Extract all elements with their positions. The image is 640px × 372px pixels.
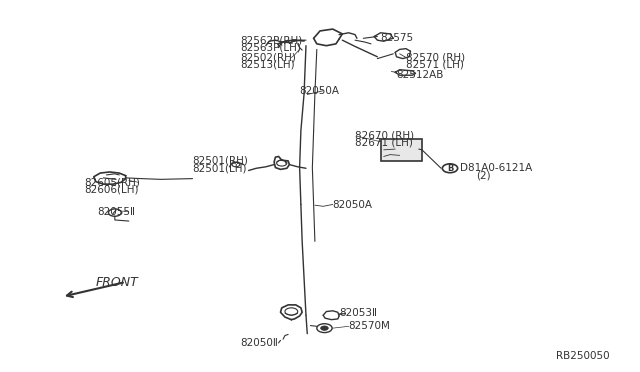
- Text: 82501(RH): 82501(RH): [193, 156, 248, 166]
- Text: 82502(RH): 82502(RH): [241, 52, 296, 62]
- Text: B: B: [447, 164, 453, 173]
- Text: 82606(LH): 82606(LH): [84, 185, 139, 195]
- Text: 82670 (RH): 82670 (RH): [355, 130, 414, 140]
- Text: 82575: 82575: [381, 33, 413, 43]
- Text: D81A0-6121A: D81A0-6121A: [460, 163, 532, 173]
- Text: RB250050: RB250050: [556, 351, 609, 361]
- Bar: [381, 139, 422, 161]
- Circle shape: [321, 326, 328, 330]
- Text: 82605(RH): 82605(RH): [84, 177, 140, 187]
- Text: 82571 (LH): 82571 (LH): [406, 60, 464, 70]
- Text: 82501(LH): 82501(LH): [193, 163, 247, 173]
- Text: 82055Ⅱ: 82055Ⅱ: [97, 207, 135, 217]
- Text: 82570 (RH): 82570 (RH): [406, 52, 465, 62]
- Text: 82050A: 82050A: [300, 86, 340, 96]
- Text: 82512AB: 82512AB: [396, 70, 444, 80]
- Text: FRONT: FRONT: [96, 276, 138, 289]
- Text: 82513(LH): 82513(LH): [241, 60, 295, 70]
- Text: (2): (2): [476, 171, 491, 181]
- Text: 82050Ⅱ: 82050Ⅱ: [241, 338, 278, 348]
- Text: 82562P(RH): 82562P(RH): [241, 35, 303, 45]
- Text: 82563P(LH): 82563P(LH): [241, 42, 301, 52]
- Text: 82671 (LH): 82671 (LH): [355, 137, 413, 147]
- Text: 82053Ⅱ: 82053Ⅱ: [339, 308, 377, 318]
- Text: 82050A: 82050A: [333, 200, 372, 210]
- Text: 82570M: 82570M: [349, 321, 390, 331]
